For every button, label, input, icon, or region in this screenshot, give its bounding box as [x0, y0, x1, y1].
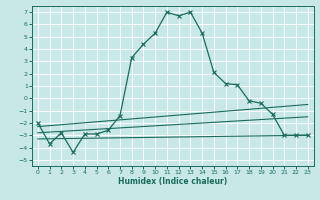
X-axis label: Humidex (Indice chaleur): Humidex (Indice chaleur)	[118, 177, 228, 186]
